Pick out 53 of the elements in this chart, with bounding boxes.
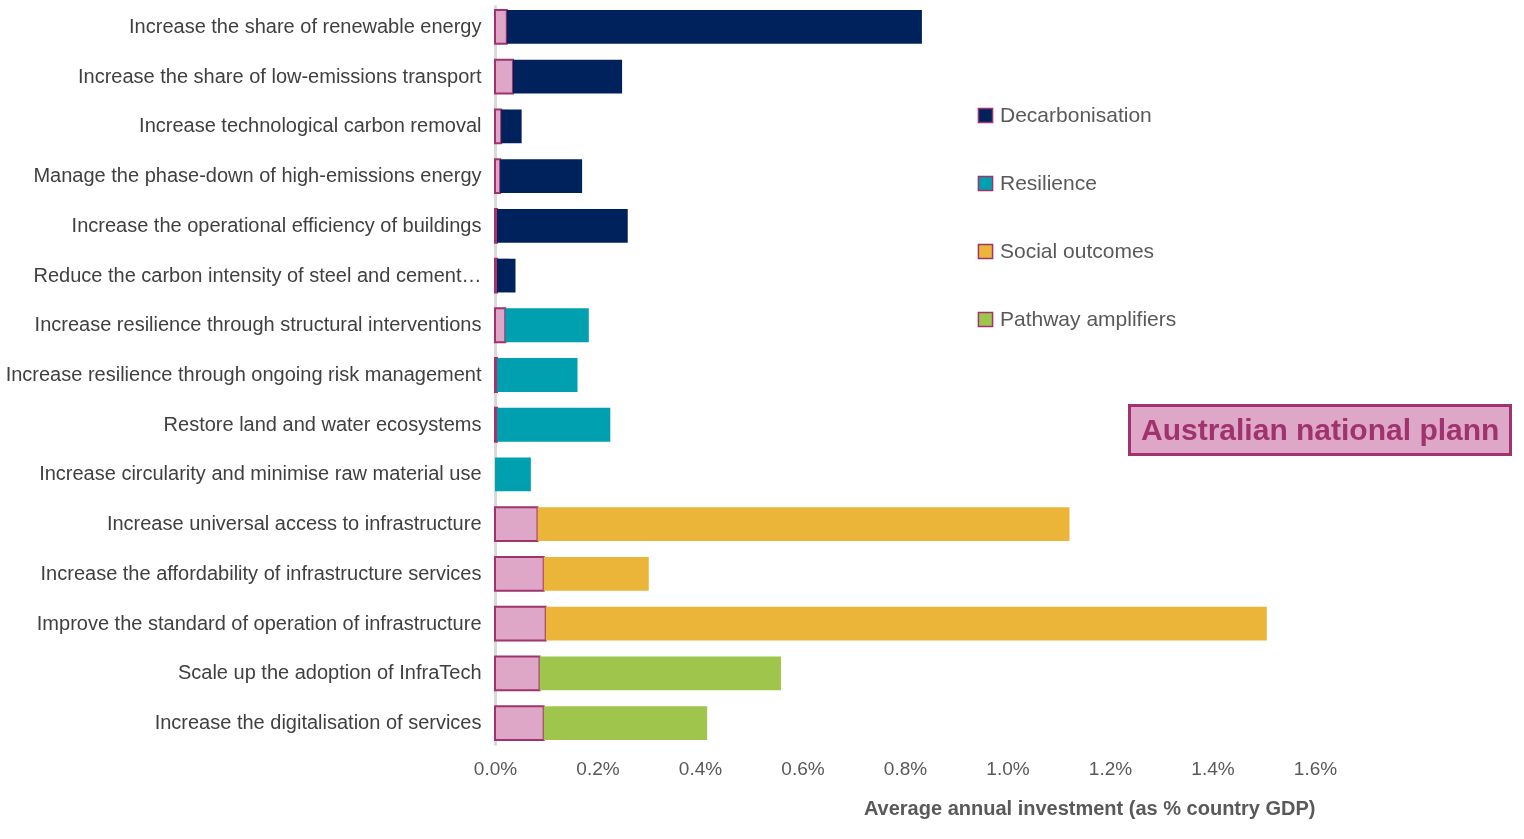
x-tick-label: 1.2% (1088, 757, 1133, 779)
bar (495, 457, 531, 492)
y-tick-label: Restore land and water ecosystems (163, 412, 482, 435)
x-tick-label: 1.6% (1293, 757, 1338, 779)
bar (497, 208, 628, 243)
y-tick-label: Reduce the carbon intensity of steel and cement… (33, 263, 482, 286)
bar (494, 58, 514, 95)
bar (537, 507, 1070, 542)
bar (494, 506, 539, 543)
bar (494, 556, 545, 592)
y-tick-label: Increase the share of renewable energy (129, 14, 482, 37)
bar (506, 9, 922, 44)
bar (512, 59, 623, 94)
bar (505, 308, 589, 343)
y-tick-label: Increase circularity and minimise raw material use (39, 462, 482, 485)
x-tick-label: 0.0% (473, 757, 518, 779)
bar (494, 307, 507, 344)
legend-label: Social outcomes (1000, 238, 1155, 262)
legend-label: Decarbonisation (1000, 102, 1152, 126)
bar (545, 606, 1267, 641)
x-axis-title: Average annual investment (as % country GDP) (863, 796, 1316, 819)
bar (494, 655, 541, 692)
x-tick-label: 1.4% (1191, 757, 1235, 779)
y-tick-label: Increase the affordability of infrastructure services (40, 561, 482, 584)
x-tick-label: 1.0% (986, 757, 1030, 779)
legend-label: Pathway amplifiers (1000, 306, 1177, 330)
x-tick-label: 0.6% (781, 757, 825, 779)
y-tick-label: Increase the share of low-emissions transport (77, 64, 482, 87)
bar (497, 258, 516, 293)
y-tick-label: Increase universal access to infrastructure (106, 512, 482, 535)
bar (543, 557, 649, 591)
legend-label: Resilience (1000, 170, 1097, 194)
y-tick-label: Increase the digitalisation of services (154, 711, 482, 734)
bar (543, 706, 708, 741)
bar (497, 358, 578, 392)
y-tick-label: Improve the standard of operation of infrastructure (36, 611, 482, 634)
bar (494, 705, 545, 742)
bar (494, 8, 508, 45)
bar (501, 109, 522, 144)
bar (494, 605, 547, 642)
y-tick-label: Scale up the adoption of InfraTech (177, 661, 482, 684)
x-tick-label: 0.8% (883, 757, 928, 779)
legend-label-box: Australian national plann (1128, 404, 1513, 456)
x-tick-label: 0.4% (678, 757, 723, 779)
bar (539, 656, 781, 691)
y-tick-label: Increase technological carbon removal (139, 114, 482, 137)
bar (497, 407, 611, 442)
bar (500, 159, 583, 193)
y-tick-label: Increase resilience through structural interventions (34, 313, 482, 336)
y-tick-label: Increase the operational efficiency of buildings (71, 213, 482, 236)
x-tick-label: 0.2% (576, 757, 620, 779)
y-tick-label: Manage the phase-down of high-emissions energy (33, 164, 482, 187)
y-tick-label: Increase resilience through ongoing risk management (5, 363, 482, 385)
